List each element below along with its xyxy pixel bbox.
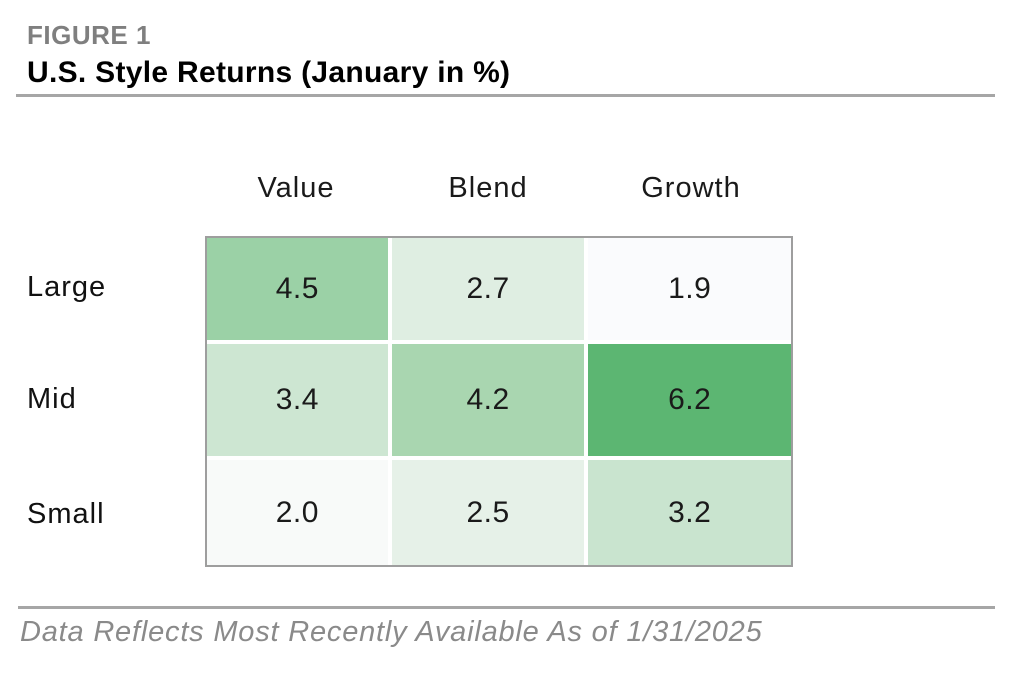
heatmap-cell-mid-value: 3.4 <box>207 343 388 457</box>
title-divider <box>16 94 995 97</box>
heatmap-row-labels: Large Mid Small <box>27 236 187 567</box>
heatmap-cell-large-blend: 2.7 <box>391 238 585 340</box>
row-label-large: Large <box>27 270 107 303</box>
footer-divider <box>18 606 995 609</box>
figure-title: U.S. Style Returns (January in %) <box>27 56 511 89</box>
heatmap-grid: 4.5 2.7 1.9 3.4 4.2 6.2 2.0 2.5 3.2 <box>205 236 793 567</box>
column-header-growth: Growth <box>641 171 741 204</box>
heatmap-cell-mid-blend: 4.2 <box>391 343 585 457</box>
heatmap-cell-small-blend: 2.5 <box>391 460 585 565</box>
heatmap-column-headers: Value Blend Growth <box>205 168 793 208</box>
row-label-mid: Mid <box>27 383 77 416</box>
footer-note: Data Reflects Most Recently Available As… <box>20 616 763 648</box>
column-header-value: Value <box>257 171 335 204</box>
heatmap-cell-large-growth: 1.9 <box>588 238 791 340</box>
heatmap-cell-small-growth: 3.2 <box>588 460 791 565</box>
row-label-small: Small <box>27 497 105 530</box>
column-header-blend: Blend <box>448 171 528 204</box>
heatmap-cell-large-value: 4.5 <box>207 238 388 340</box>
heatmap-cell-mid-growth: 6.2 <box>588 343 791 457</box>
figure-label: FIGURE 1 <box>27 20 151 50</box>
heatmap-cell-small-value: 2.0 <box>207 460 388 565</box>
